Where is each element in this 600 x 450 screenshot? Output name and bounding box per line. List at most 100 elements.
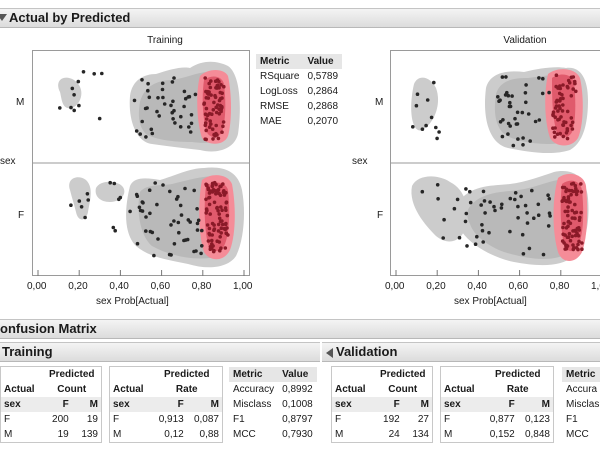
data-point — [570, 234, 574, 239]
data-point — [178, 203, 183, 208]
table-row: F1 0,8797 — [229, 412, 317, 427]
data-point — [558, 131, 562, 136]
metric-value: 0,8797 — [282, 414, 313, 425]
data-point — [576, 234, 581, 238]
x-tick-label: 0,00 — [27, 281, 47, 292]
data-point — [200, 228, 204, 233]
data-point — [210, 233, 214, 237]
data-point — [134, 129, 139, 133]
data-point — [220, 130, 224, 134]
data-point — [220, 219, 224, 223]
data-point — [573, 233, 578, 238]
data-point — [196, 218, 201, 223]
data-point — [516, 137, 520, 141]
data-point — [162, 102, 167, 106]
validation-count-table: Predicted Actual Count sex F M F 192 27 … — [331, 366, 433, 443]
training-count-table: Predicted Actual Count sex F M F 200 19 … — [0, 366, 102, 443]
data-point — [524, 100, 528, 105]
data-point — [219, 107, 223, 112]
data-point — [161, 95, 165, 100]
column-header: F — [393, 399, 400, 410]
data-point — [492, 204, 496, 209]
data-point — [452, 206, 457, 211]
data-point — [508, 124, 512, 128]
data-point — [153, 181, 157, 185]
data-point — [523, 91, 528, 95]
validation-density-cloud-f — [411, 171, 589, 266]
data-point — [214, 86, 218, 90]
data-point — [219, 226, 224, 230]
data-point — [170, 80, 175, 84]
data-point — [215, 205, 219, 210]
x-tick-label: 1,00 — [233, 281, 253, 292]
data-point — [510, 94, 514, 98]
data-point — [210, 127, 215, 131]
data-point — [566, 195, 571, 199]
validation-matrix-title: Validation — [336, 344, 398, 359]
data-point — [72, 108, 76, 113]
data-point — [224, 201, 229, 205]
data-point — [168, 189, 172, 194]
metric-value: 0,2864 — [307, 86, 339, 97]
data-point — [569, 192, 573, 197]
data-point — [170, 110, 174, 115]
data-point — [179, 213, 184, 217]
data-point — [178, 125, 183, 129]
data-point — [480, 228, 485, 233]
metric-name: F1 — [566, 414, 578, 425]
disclosure-triangle-icon[interactable] — [326, 348, 333, 358]
data-point — [506, 121, 511, 126]
data-point — [504, 75, 508, 79]
data-point — [465, 244, 469, 248]
data-point — [206, 239, 211, 243]
data-point — [204, 117, 209, 121]
data-point — [221, 124, 225, 129]
data-point — [219, 205, 223, 209]
data-point — [540, 91, 545, 96]
data-point — [172, 242, 177, 246]
data-point — [513, 197, 517, 202]
data-point — [573, 183, 578, 188]
data-point — [483, 211, 487, 215]
data-point — [499, 206, 504, 210]
actual-header: Actual — [113, 384, 144, 395]
data-point — [72, 93, 76, 97]
data-point — [214, 110, 219, 115]
data-point — [221, 182, 225, 186]
predicted-header: Predicted — [163, 369, 210, 380]
data-point — [501, 118, 505, 122]
data-point — [554, 104, 559, 108]
column-header: M — [420, 399, 429, 410]
data-point — [176, 220, 181, 225]
data-point — [171, 117, 175, 121]
data-point — [186, 218, 191, 222]
data-point — [195, 207, 199, 211]
data-point — [420, 189, 425, 194]
data-point — [112, 181, 117, 186]
data-point — [220, 208, 224, 212]
column-header: M — [210, 399, 219, 410]
data-point — [473, 242, 478, 246]
data-point — [560, 199, 564, 203]
disclosure-triangle-icon[interactable] — [0, 14, 7, 21]
data-point — [508, 100, 512, 105]
data-point — [218, 235, 222, 239]
data-point — [488, 200, 492, 204]
data-point — [135, 241, 140, 246]
data-point — [516, 204, 520, 209]
data-point — [188, 130, 193, 134]
data-point — [223, 206, 228, 210]
data-point — [207, 226, 212, 231]
data-point — [206, 92, 211, 96]
data-point — [556, 109, 560, 113]
data-point — [207, 81, 211, 86]
data-point — [524, 83, 528, 87]
training-matrix-header[interactable]: Training — [0, 342, 320, 362]
actual-by-predicted-header[interactable]: Actual by Predicted — [0, 8, 600, 28]
data-point — [146, 81, 150, 86]
confusion-matrix-header[interactable]: onfusion Matrix — [0, 319, 600, 339]
validation-matrix-header[interactable]: Validation — [322, 342, 600, 362]
actual-header: Actual — [335, 384, 366, 395]
data-point — [555, 98, 559, 103]
data-point — [568, 221, 573, 226]
